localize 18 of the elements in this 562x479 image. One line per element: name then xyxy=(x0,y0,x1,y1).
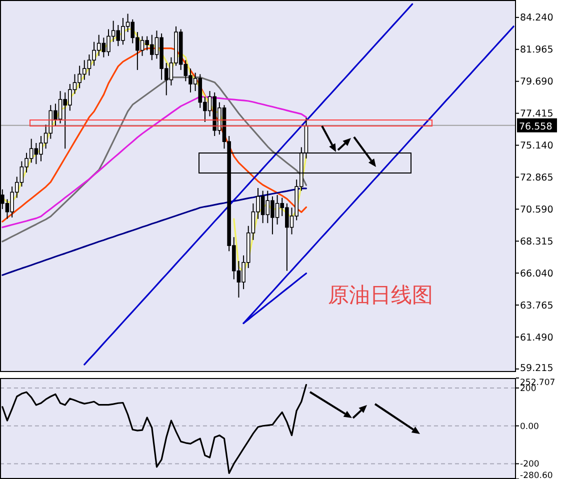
y-tick-label: -280.60 xyxy=(520,471,553,479)
y-tick-label: 0.00 xyxy=(520,422,539,432)
y-tick-label: 59.215 xyxy=(520,363,554,374)
y-tick-label: 72.865 xyxy=(520,172,554,184)
y-tick-label: 200 xyxy=(520,384,536,394)
y-tick-label: 79.690 xyxy=(520,76,554,88)
y-tick-label: 66.040 xyxy=(520,268,554,280)
y-tick-label: 61.490 xyxy=(520,332,554,344)
y-tick-label: -200 xyxy=(520,460,540,470)
ref-line-label: 76.558 xyxy=(519,121,552,132)
y-tick-label: 75.140 xyxy=(520,140,554,152)
y-tick-label: 68.315 xyxy=(520,236,554,248)
y-tick-label: 84.240 xyxy=(520,12,554,24)
annotation: 原油日线图 xyxy=(328,283,433,307)
y-tick-label: 81.965 xyxy=(520,44,554,56)
y-tick-label: 70.590 xyxy=(520,204,554,216)
y-tick-label: 63.765 xyxy=(520,300,554,312)
y-tick-label: 77.415 xyxy=(520,108,554,120)
